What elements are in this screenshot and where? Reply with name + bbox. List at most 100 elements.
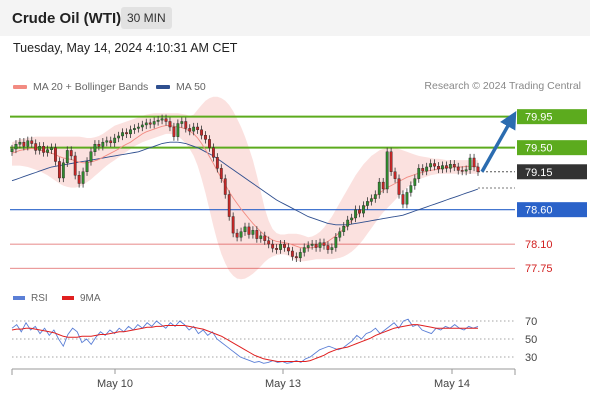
candle — [369, 194, 373, 206]
candle — [476, 162, 480, 176]
legend-rsi-label: RSI — [31, 293, 48, 304]
candle — [294, 252, 298, 263]
candle — [429, 159, 433, 172]
candle — [22, 138, 26, 151]
candle — [433, 159, 436, 171]
svg-text:78.60: 78.60 — [525, 205, 553, 217]
candle — [196, 122, 200, 134]
candle — [97, 140, 101, 151]
bollinger-band — [12, 96, 478, 280]
candle — [38, 142, 42, 155]
candle — [184, 117, 188, 133]
candle — [30, 136, 34, 148]
candle — [164, 114, 168, 126]
candle — [413, 174, 417, 190]
legend-ma50: MA 50 — [156, 80, 206, 94]
candle — [259, 231, 263, 243]
candle — [362, 201, 365, 218]
candle — [275, 244, 278, 254]
candle — [235, 228, 239, 242]
candle — [227, 190, 231, 221]
candle — [334, 233, 338, 252]
candle — [156, 115, 160, 126]
candle — [445, 161, 448, 173]
legend-rsi: RSI — [13, 293, 48, 304]
candle — [397, 174, 401, 199]
candle — [468, 153, 472, 174]
candle — [81, 167, 85, 188]
x-axis: May 10 May 13 May 14 — [11, 368, 516, 390]
candle — [267, 236, 271, 249]
candle — [456, 162, 460, 175]
candle — [69, 146, 73, 161]
rsi-tick-label: 30 — [525, 352, 537, 364]
candle — [125, 128, 128, 139]
candle — [346, 215, 350, 231]
candle — [18, 138, 22, 149]
candle — [140, 120, 144, 132]
candle — [26, 136, 30, 151]
candle — [330, 243, 334, 254]
candle — [393, 167, 397, 183]
level-label-78-60: 78.60 — [517, 202, 587, 218]
candle — [358, 205, 361, 218]
candle — [117, 131, 121, 143]
rsi-swatch — [13, 296, 25, 301]
candle — [129, 125, 132, 139]
candle — [215, 153, 219, 173]
research-credit: Research © 2024 Trading Central — [424, 80, 581, 92]
candle — [255, 226, 259, 243]
candle — [152, 117, 156, 129]
forecast-arrow-line — [480, 111, 517, 173]
interval-badge[interactable]: 30 MIN — [121, 7, 172, 29]
candle — [298, 248, 302, 263]
candle — [46, 145, 49, 157]
legend-9ma-label: 9MA — [80, 293, 101, 304]
bollinger-band-area — [12, 96, 478, 280]
candle — [417, 164, 421, 183]
candle — [136, 122, 140, 133]
candle — [377, 177, 381, 199]
candle — [121, 128, 124, 141]
candle — [219, 164, 223, 183]
candle — [342, 222, 346, 236]
rsi-tick-label: 50 — [525, 334, 537, 346]
candle — [448, 160, 452, 173]
candle — [318, 238, 322, 252]
svg-text:79.50: 79.50 — [525, 143, 553, 155]
candles — [10, 114, 480, 263]
candle — [472, 153, 476, 172]
candle — [223, 174, 227, 199]
candle — [160, 114, 164, 125]
candle — [322, 238, 326, 250]
candle — [441, 161, 444, 174]
level-label-79-15: 79.15 — [517, 164, 587, 180]
candle — [14, 140, 18, 154]
svg-text:77.75: 77.75 — [525, 263, 553, 275]
candle — [366, 197, 369, 210]
candle — [105, 136, 109, 147]
candle — [89, 147, 93, 166]
candle — [452, 160, 456, 172]
candle — [34, 139, 38, 155]
candle — [231, 212, 235, 238]
ma9-swatch — [62, 296, 74, 301]
candle — [405, 188, 409, 209]
candle — [310, 239, 314, 250]
candle — [172, 122, 176, 141]
candle — [251, 226, 255, 239]
ma20-swatch — [13, 85, 27, 90]
legend-ma20: MA 20 + Bollinger Bands — [13, 80, 148, 94]
candle — [243, 222, 247, 236]
candle — [93, 140, 97, 156]
svg-text:79.15: 79.15 — [525, 167, 553, 179]
candle — [200, 125, 203, 140]
level-label-79-50: 79.50 — [517, 140, 587, 156]
candle — [50, 143, 53, 154]
x-tick-label: May 10 — [97, 378, 133, 390]
candle — [464, 165, 468, 176]
candle — [302, 243, 306, 257]
level-label-77-75: 77.75 — [525, 263, 553, 275]
candle — [77, 171, 81, 188]
